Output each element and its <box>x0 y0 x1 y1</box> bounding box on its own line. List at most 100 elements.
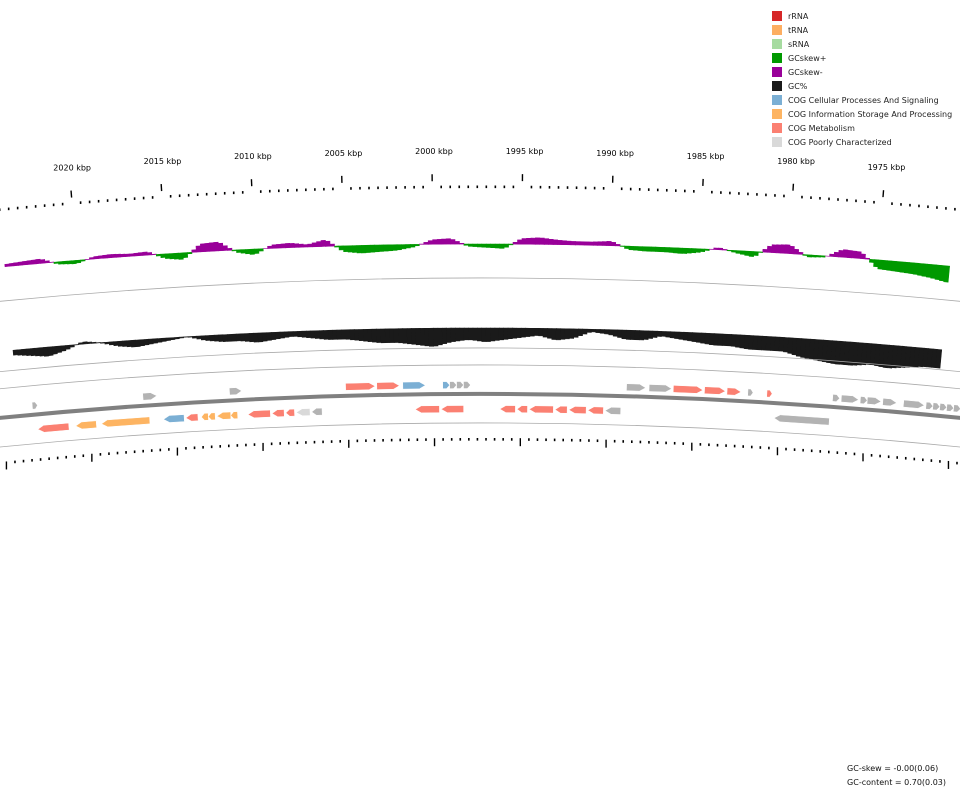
gc-content-bar <box>227 333 233 342</box>
scale-tick-minor <box>245 443 247 447</box>
gc-skew-bar <box>298 243 304 248</box>
scale-tick-minor <box>236 444 239 447</box>
gc-content-bar <box>547 328 553 339</box>
scale-tick-minor <box>768 446 770 450</box>
gc-content-bar <box>56 345 62 353</box>
gc-content-bar <box>157 338 163 343</box>
scale-tick-minor <box>270 442 273 446</box>
gc-content-bar <box>433 327 439 347</box>
gc-skew-bar <box>423 242 429 245</box>
gc-skew-bar <box>22 260 28 266</box>
scale-tick-minor <box>747 192 749 196</box>
gc-skew-bar <box>503 243 509 248</box>
scale-tick-minor <box>79 201 82 204</box>
scale-tick-minor <box>232 191 235 195</box>
scale-tick-minor <box>656 441 659 444</box>
gc-content-bar <box>235 333 242 342</box>
gc-skew-bar <box>726 249 732 252</box>
legend-item-gcskew-minus: GCskew- <box>772 65 952 79</box>
legend-swatch <box>772 95 782 105</box>
gc-skew-bar <box>66 260 73 265</box>
gc-content-bar <box>187 336 193 338</box>
gc-skew-bar <box>753 251 759 256</box>
gc-skew-bar <box>62 260 68 265</box>
scale-tick-minor <box>356 439 359 443</box>
gc-skew-bar <box>806 254 813 258</box>
gc-skew-bar <box>208 242 215 252</box>
scale-tick-minor <box>682 442 685 445</box>
gc-content-bar <box>319 330 325 340</box>
scale-tick-minor <box>476 438 479 441</box>
gc-content-bar <box>358 329 364 342</box>
gc-content-bar <box>143 338 150 346</box>
gc-skew-bar <box>588 241 594 246</box>
legend-label: GCskew+ <box>788 53 827 63</box>
scale-tick-minor <box>368 186 370 190</box>
scale-tick-minor <box>108 452 110 455</box>
gc-skew-bar <box>231 249 237 252</box>
gene-arrow <box>285 408 295 417</box>
gc-content-bar <box>625 329 632 340</box>
gc-content-bar <box>113 341 119 347</box>
scale-tick-minor <box>16 206 19 210</box>
gc-skew-bar <box>75 259 82 264</box>
scale-tick-minor <box>124 197 127 201</box>
gc-skew-bar <box>258 248 264 252</box>
gc-skew-bar <box>735 250 741 254</box>
gc-content-bar <box>301 330 307 338</box>
scale-tick-minor <box>227 444 230 448</box>
scale-tick-minor <box>151 196 154 199</box>
scale-tick-minor <box>168 448 170 451</box>
gc-skew-bar <box>766 245 773 253</box>
gc-skew-bar <box>227 247 233 251</box>
gc-skew-bar <box>361 245 367 254</box>
legend-swatch <box>772 39 782 49</box>
gc-content-bar <box>621 329 627 340</box>
gc-skew-bar <box>405 244 411 249</box>
scale-tick-minor <box>939 460 941 463</box>
gc-skew-bar <box>8 262 15 267</box>
gene-arrow <box>587 406 604 415</box>
gc-skew-bar <box>369 244 376 253</box>
scale-tick-minor <box>330 440 333 443</box>
gc-content-bar <box>305 330 312 338</box>
gc-skew-bar <box>450 239 456 245</box>
legend-swatch <box>772 53 782 63</box>
gc-skew-bar <box>463 243 469 246</box>
gc-content-bar <box>65 344 71 350</box>
gc-skew-bar <box>539 237 545 245</box>
gc-skew-bar <box>316 241 322 247</box>
scale-tick-minor <box>476 185 479 189</box>
legend-label: COG Cellular Processes And Signaling <box>788 95 939 105</box>
gc-skew-bar <box>811 254 817 258</box>
gc-content-bar <box>560 328 566 340</box>
gc-content-bar <box>192 335 198 339</box>
gc-content-bar <box>266 332 272 341</box>
gc-skew-bar <box>472 243 478 247</box>
gc-content-bar <box>244 333 250 342</box>
scale-tick-minor <box>214 192 217 196</box>
scale-tick-minor <box>48 457 50 461</box>
gc-content-bar <box>582 328 588 335</box>
gc-skew-bar <box>722 249 728 251</box>
scale-tick-minor <box>485 438 487 441</box>
gc-content-bar <box>481 327 487 342</box>
scale-tick-minor <box>828 197 830 201</box>
scale-tick-minor <box>296 441 299 445</box>
scale-tick-minor <box>656 188 659 192</box>
gc-content-bar <box>78 342 84 345</box>
gc-skew-bar <box>160 253 166 258</box>
gc-content-bar <box>17 349 23 356</box>
gc-skew-bar <box>432 239 438 245</box>
scale-tick-minor <box>468 438 470 441</box>
gc-content-bar <box>468 327 474 341</box>
legend-item-gcskew-plus: GCskew+ <box>772 51 952 65</box>
gene-arrow <box>247 409 271 419</box>
gc-skew-bar <box>44 260 50 264</box>
scale-tick-minor <box>536 438 539 441</box>
gene-arrow <box>345 382 376 391</box>
gc-skew-bar <box>543 238 550 245</box>
gc-content-bar <box>231 333 237 342</box>
gene-arrow <box>31 401 38 410</box>
gene-arrow <box>271 409 285 418</box>
